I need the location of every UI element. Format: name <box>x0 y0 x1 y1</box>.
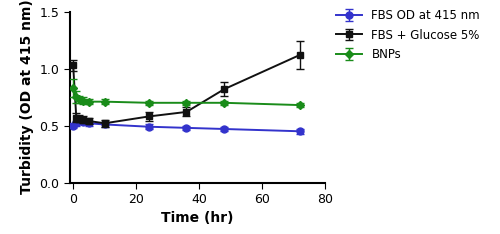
Legend: FBS OD at 415 nm, FBS + Glucose 5%, BNPs: FBS OD at 415 nm, FBS + Glucose 5%, BNPs <box>336 9 480 61</box>
Y-axis label: Turbidity (OD at 415 nm): Turbidity (OD at 415 nm) <box>20 0 34 194</box>
X-axis label: Time (hr): Time (hr) <box>161 212 234 226</box>
